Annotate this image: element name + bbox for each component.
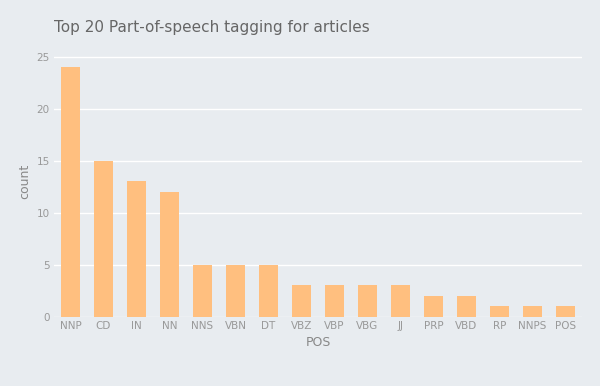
Bar (556, 306, 575, 317)
Bar (259, 264, 278, 317)
Text: Top 20 Part-of-speech tagging for articles: Top 20 Part-of-speech tagging for articl… (54, 20, 370, 36)
Bar (325, 285, 344, 317)
Y-axis label: count: count (18, 164, 31, 199)
Bar (292, 285, 311, 317)
X-axis label: POS: POS (305, 336, 331, 349)
Bar (61, 67, 80, 317)
Bar (391, 285, 410, 317)
Bar (193, 264, 212, 317)
Bar (358, 285, 377, 317)
Bar (457, 296, 476, 317)
Bar (160, 192, 179, 317)
Bar (490, 306, 509, 317)
Bar (127, 181, 146, 317)
Bar (523, 306, 542, 317)
Bar (424, 296, 443, 317)
Bar (226, 264, 245, 317)
Bar (94, 161, 113, 317)
